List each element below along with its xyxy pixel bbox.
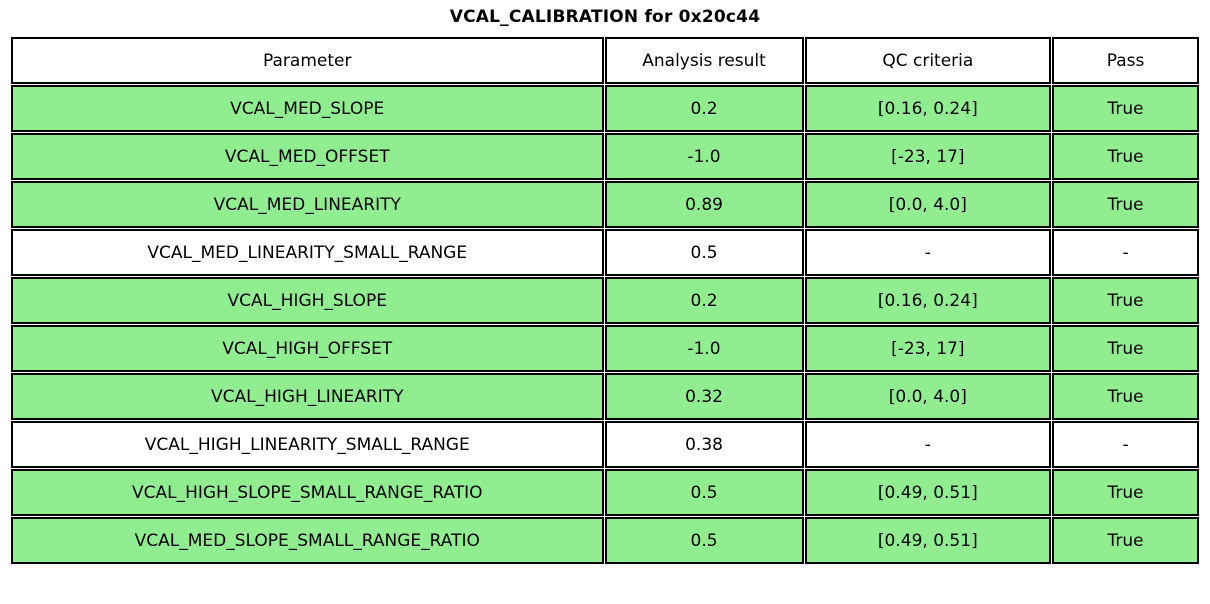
- table-row: VCAL_MED_OFFSET -1.0 [-23, 17] True: [11, 133, 1199, 180]
- parameter-cell: VCAL_MED_LINEARITY_SMALL_RANGE: [11, 229, 604, 276]
- column-header-qc-criteria: QC criteria: [804, 37, 1052, 84]
- analysis-result-cell: 0.5: [604, 469, 804, 516]
- analysis-result-cell: 0.2: [604, 277, 804, 324]
- pass-cell: True: [1052, 373, 1199, 420]
- analysis-result-cell: 0.2: [604, 85, 804, 132]
- parameter-cell: VCAL_HIGH_LINEARITY: [11, 373, 604, 420]
- analysis-result-cell: 0.5: [604, 517, 804, 564]
- qc-criteria-table: Parameter Analysis result QC criteria Pa…: [10, 36, 1200, 565]
- pass-cell: True: [1052, 469, 1199, 516]
- qc-criteria-cell: [0.0, 4.0]: [804, 181, 1052, 228]
- analysis-result-cell: -1.0: [604, 133, 804, 180]
- table-row: VCAL_MED_SLOPE 0.2 [0.16, 0.24] True: [11, 85, 1199, 132]
- pass-cell: True: [1052, 325, 1199, 372]
- pass-cell: -: [1052, 229, 1199, 276]
- parameter-cell: VCAL_MED_SLOPE_SMALL_RANGE_RATIO: [11, 517, 604, 564]
- qc-criteria-cell: [-23, 17]: [804, 325, 1052, 372]
- table-row: VCAL_MED_LINEARITY 0.89 [0.0, 4.0] True: [11, 181, 1199, 228]
- pass-cell: True: [1052, 517, 1199, 564]
- parameter-cell: VCAL_HIGH_SLOPE: [11, 277, 604, 324]
- table-row: VCAL_HIGH_SLOPE 0.2 [0.16, 0.24] True: [11, 277, 1199, 324]
- parameter-cell: VCAL_MED_SLOPE: [11, 85, 604, 132]
- table-row: VCAL_MED_LINEARITY_SMALL_RANGE 0.5- -: [11, 229, 1199, 276]
- pass-cell: -: [1052, 421, 1199, 468]
- analysis-result-cell: -1.0: [604, 325, 804, 372]
- parameter-cell: VCAL_HIGH_LINEARITY_SMALL_RANGE: [11, 421, 604, 468]
- pass-cell: True: [1052, 85, 1199, 132]
- parameter-cell: VCAL_HIGH_OFFSET: [11, 325, 604, 372]
- table-row: VCAL_HIGH_OFFSET -1.0 [-23, 17] True: [11, 325, 1199, 372]
- table-body: VCAL_MED_SLOPE 0.2 [0.16, 0.24] True VCAL_ME…: [11, 85, 1199, 564]
- column-header-parameter: Parameter: [11, 37, 604, 84]
- qc-criteria-cell: [0.49, 0.51]: [804, 469, 1052, 516]
- qc-criteria-cell: [-23, 17]: [804, 133, 1052, 180]
- parameter-cell: VCAL_MED_OFFSET: [11, 133, 604, 180]
- pass-cell: True: [1052, 181, 1199, 228]
- column-header-pass: Pass: [1052, 37, 1199, 84]
- table-header-row: Parameter Analysis result QC criteria Pa…: [11, 37, 1199, 84]
- qc-criteria-cell: -: [804, 421, 1052, 468]
- qc-criteria-cell: [0.0, 4.0]: [804, 373, 1052, 420]
- parameter-cell: VCAL_HIGH_SLOPE_SMALL_RANGE_RATIO: [11, 469, 604, 516]
- qc-criteria-cell: [0.16, 0.24]: [804, 85, 1052, 132]
- column-header-analysis-result: Analysis result: [604, 37, 804, 84]
- table-row: VCAL_HIGH_LINEARITY 0.32 [0.0, 4.0] True: [11, 373, 1199, 420]
- table-row: VCAL_MED_SLOPE_SMALL_RANGE_RATIO 0.5 [0.49…: [11, 517, 1199, 564]
- table-row: VCAL_HIGH_LINEARITY_SMALL_RANGE 0.38- -: [11, 421, 1199, 468]
- table-row: VCAL_HIGH_SLOPE_SMALL_RANGE_RATIO 0.5 [0.4…: [11, 469, 1199, 516]
- pass-cell: True: [1052, 133, 1199, 180]
- parameter-cell: VCAL_MED_LINEARITY: [11, 181, 604, 228]
- analysis-result-cell: 0.89: [604, 181, 804, 228]
- qc-criteria-cell: [0.49, 0.51]: [804, 517, 1052, 564]
- analysis-result-cell: 0.5: [604, 229, 804, 276]
- analysis-result-cell: 0.38: [604, 421, 804, 468]
- pass-cell: True: [1052, 277, 1199, 324]
- qc-criteria-cell: -: [804, 229, 1052, 276]
- qc-criteria-cell: [0.16, 0.24]: [804, 277, 1052, 324]
- analysis-result-cell: 0.32: [604, 373, 804, 420]
- page-title: VCAL_CALIBRATION for 0x20c44: [449, 7, 761, 27]
